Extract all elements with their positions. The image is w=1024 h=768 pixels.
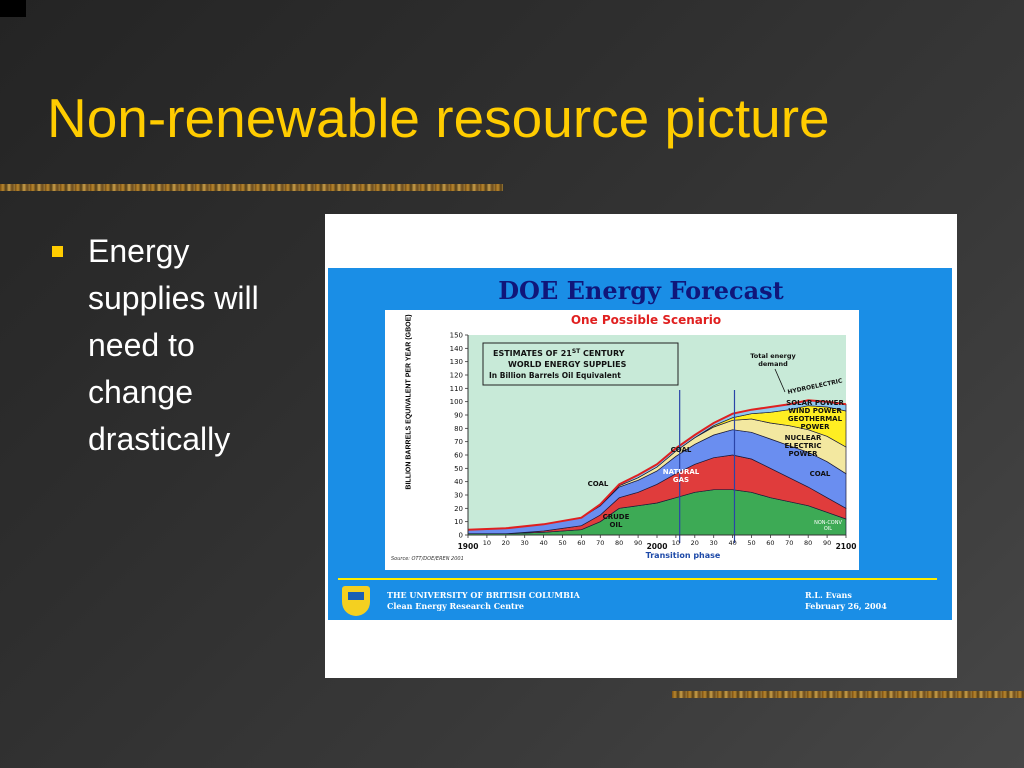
title-divider	[0, 184, 503, 191]
y-tick-label-7: 70	[454, 438, 463, 446]
footer-author: R.L. Evans	[805, 590, 852, 600]
x-tick-label-19: 90	[823, 539, 831, 547]
demand-pointer	[774, 368, 786, 393]
y-tick-label-10: 100	[450, 398, 463, 406]
slide-title: Non-renewable resource picture	[47, 87, 830, 149]
axis-layer: 0 10 20 30 40 50 60 70 80 90 100 110 120 130 140 150 190…	[450, 332, 857, 552]
x-tick-label-4: 40	[539, 539, 547, 547]
x-tick-label-17: 70	[785, 539, 793, 547]
y-tick-label-2: 20	[454, 505, 463, 513]
y-tick-label-11: 110	[450, 385, 463, 393]
nuclear-label-line2: ELECTRIC	[784, 442, 821, 450]
y-tick-label-8: 80	[454, 425, 463, 433]
source-note: Source: OTT/DOE/EREN 2001	[391, 556, 464, 562]
coal-label-left: COAL	[588, 480, 609, 488]
footer-centre: Clean Energy Research Centre	[387, 601, 525, 611]
y-tick-label-3: 30	[454, 492, 463, 500]
gas-label-line2: GAS	[673, 476, 689, 484]
x-tick-label-6: 60	[577, 539, 585, 547]
wind-label: WIND POWER	[788, 407, 842, 415]
solar-label: SOLAR POWER	[786, 399, 844, 407]
coal-label-right: COAL	[810, 470, 831, 478]
figure-title: DOE Energy Forecast	[498, 276, 784, 305]
footer-rule	[338, 578, 937, 580]
chart-subtitle: One Possible Scenario	[571, 313, 721, 327]
nonconv-label-line1: NON-CONV	[814, 520, 842, 526]
geothermal-label-line2: POWER	[801, 423, 831, 431]
x-tick-label-2: 20	[502, 539, 510, 547]
x-tick-label-16: 60	[766, 539, 774, 547]
bullet-text: Energy supplies will need to change dras…	[88, 233, 259, 457]
x-tick-label-11: 10	[672, 539, 680, 547]
y-tick-label-12: 120	[450, 372, 463, 380]
bottom-divider	[672, 691, 1024, 698]
x-tick-label-8: 80	[615, 539, 623, 547]
y-tick-label-6: 60	[454, 452, 463, 460]
x-tick-label-15: 50	[747, 539, 755, 547]
y-tick-label-14: 140	[450, 345, 463, 353]
x-tick-label-12: 20	[691, 539, 699, 547]
x-tick-label-5: 50	[558, 539, 566, 547]
nuclear-label-line1: NUCLEAR	[785, 434, 822, 442]
estimates-box	[482, 342, 679, 386]
chart-figure: DOE Energy Forecast One Possible Scenari…	[325, 214, 957, 678]
coal-label-mid: COAL	[671, 446, 692, 454]
bullet-item: Energy supplies will need to change dras…	[48, 228, 288, 463]
corner-mark	[0, 0, 26, 17]
x-tick-label-7: 70	[596, 539, 604, 547]
y-tick-label-9: 90	[454, 412, 463, 420]
x-tick-label-10: 2000	[647, 542, 668, 551]
nonconv-label-line2: OIL	[824, 526, 832, 532]
y-tick-label-13: 130	[450, 358, 463, 366]
y-tick-label-15: 150	[450, 332, 463, 340]
x-tick-label-3: 30	[521, 539, 529, 547]
footer-date: February 26, 2004	[805, 601, 887, 611]
x-tick-label-0: 1900	[458, 542, 479, 551]
nuclear-label-line3: POWER	[789, 450, 819, 458]
x-tick-label-13: 30	[710, 539, 718, 547]
y-axis-label: BILLION BARRELS EQUIVALENT PER YEAR (GBO…	[405, 314, 413, 490]
x-tick-label-14: 40	[728, 539, 736, 547]
x-tick-label-20: 2100	[836, 542, 857, 551]
y-tick-label-0: 0	[459, 532, 463, 540]
series-layer	[467, 399, 847, 536]
gas-label-line1: NATURAL	[663, 468, 700, 476]
y-tick-label-5: 50	[454, 465, 463, 473]
estimates-line3: In Billion Barrels Oil Equivalent	[489, 371, 621, 380]
demand-layer	[467, 399, 847, 531]
x-tick-label-18: 80	[804, 539, 812, 547]
oil-label-line1: CRUDE	[603, 513, 630, 521]
bullet-list: Energy supplies will need to change dras…	[48, 228, 288, 463]
y-tick-label-4: 40	[454, 478, 463, 486]
demand-line	[467, 399, 847, 531]
demand-label-line1: Total energy	[750, 352, 796, 360]
x-tick-label-1: 10	[483, 539, 491, 547]
estimates-line1: ESTIMATES OF 21ST CENTURY	[493, 348, 625, 358]
oil-label-line2: OIL	[609, 521, 623, 529]
x-tick-label-9: 90	[634, 539, 642, 547]
y-tick-label-1: 10	[454, 518, 463, 526]
transition-label: Transition phase	[646, 551, 721, 560]
y-axis-label-wrap: BILLION BARRELS EQUIVALENT PER YEAR (GBO…	[406, 314, 417, 489]
estimates-line2: WORLD ENERGY SUPPLIES	[508, 360, 627, 369]
ubc-crest-icon	[342, 586, 370, 616]
geothermal-label-line1: GEOTHERMAL	[788, 415, 843, 423]
footer-university: THE UNIVERSITY OF BRITISH COLUMBIA	[387, 590, 580, 600]
transition-layer	[679, 390, 736, 543]
square-bullet-icon	[52, 246, 63, 257]
chart-svg: One Possible Scenario 0 10 20 30 40 50 60 70 80 9…	[385, 310, 859, 570]
demand-label-line2: demand	[758, 360, 788, 368]
